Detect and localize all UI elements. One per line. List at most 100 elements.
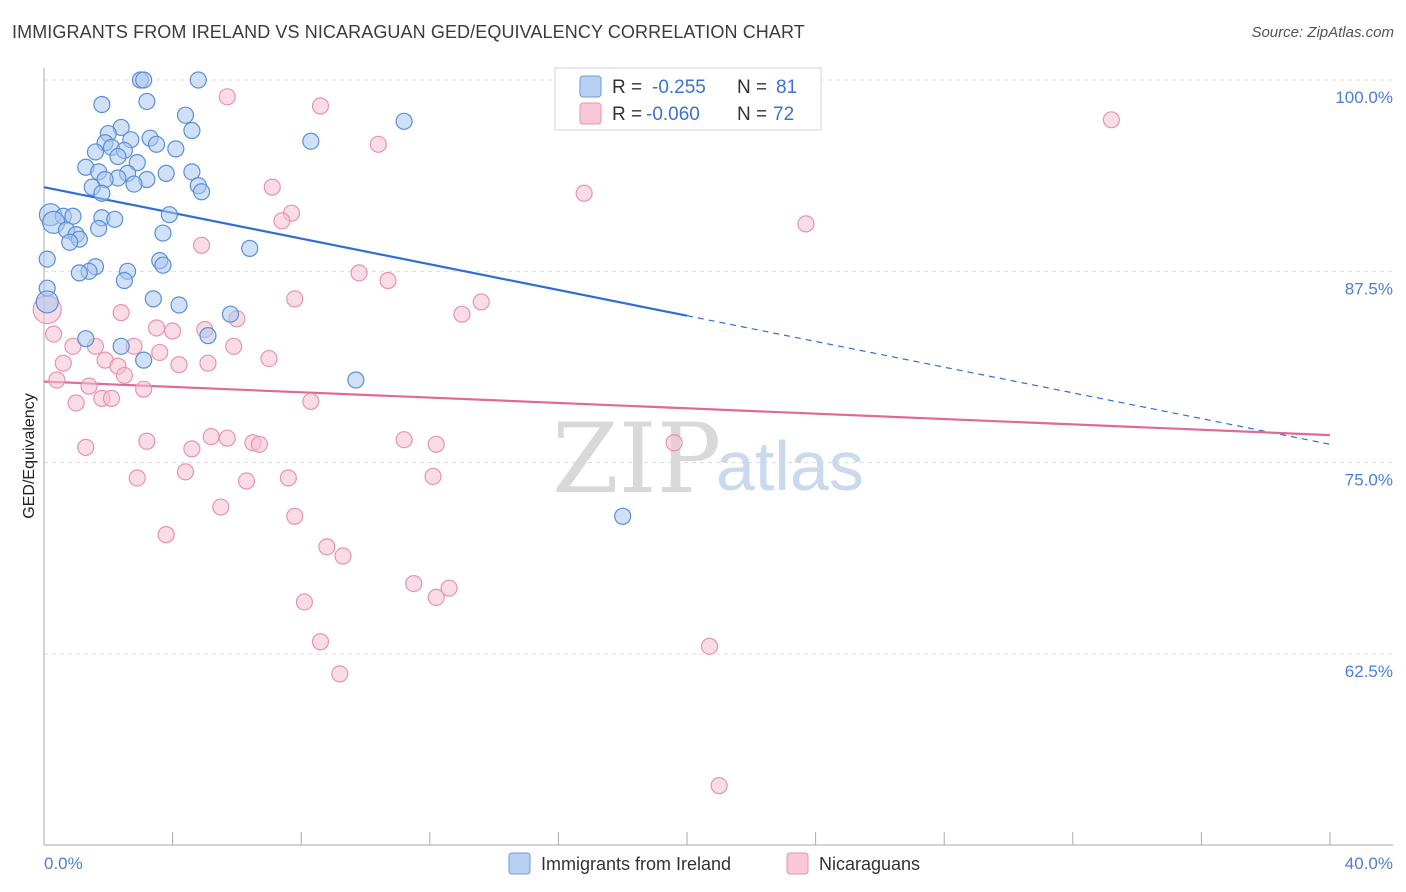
ireland-point-59 [35,290,59,314]
nicaraguans-point-31 [199,354,217,372]
bottom-legend-swatch-ireland [508,852,531,875]
trend-line-ireland-dashed [686,315,1331,445]
ireland-point-14 [147,135,166,153]
nicaraguans-point-55 [279,469,297,487]
nicaraguans-point-22 [64,337,82,355]
y-axis-label: GED/Equivalency [21,393,38,518]
nicaraguans-point-4 [263,178,281,196]
nicaraguans-point-66 [700,637,719,655]
nicaraguans-point-1 [311,97,330,115]
nicaraguans-point-35 [80,377,98,395]
nicaraguans-point-34 [48,371,66,389]
nicaraguans-point-62 [440,579,458,597]
ireland-point-47 [241,239,259,257]
nicaraguans-point-49 [77,438,95,456]
grid-lines [44,79,1393,655]
nicaraguans-point-43 [218,429,236,447]
nicaraguans-point-8 [797,215,815,233]
legend-r-value-nicaraguans: -0.060 [646,104,700,125]
ireland-point-64 [135,351,153,369]
ireland-point-39 [160,206,178,224]
bottom-legend-swatch-nicaraguans [786,852,809,875]
nicaraguans-point-0 [218,88,236,106]
nicaraguans-point-60 [334,547,352,565]
watermark: ZIP atlas [552,403,864,515]
ireland-point-65 [347,371,365,389]
ireland-point-61 [199,327,217,345]
ireland-point-63 [112,337,130,355]
nicaraguans-point-65 [311,633,330,651]
legend-n-value-nicaraguans: 72 [773,104,794,125]
ireland-point-3 [93,95,111,114]
ireland-point-9 [183,121,201,140]
nicaraguans-point-68 [710,777,728,795]
nicaraguans-point-2 [1102,111,1120,129]
nicaraguans-point-42 [138,432,156,450]
ireland-point-38 [106,210,124,228]
nicaraguans-point-19 [164,322,182,340]
nicaraguans-point-36 [135,380,153,398]
nicaraguans-point-7 [273,212,291,230]
nicaraguans-point-67 [331,665,349,683]
nicaraguans-point-26 [151,343,169,362]
nicaraguans-point-57 [286,507,304,525]
ireland-point-46 [154,224,172,242]
ireland-point-29 [125,175,143,193]
trend-lines [43,186,1331,445]
nicaraguans-point-30 [170,356,188,374]
y-tick-label-3: 62.5% [1345,662,1393,681]
ireland-point-45 [61,233,79,251]
legend-n-label-ireland: N = [737,77,767,98]
nicaraguans-point-47 [427,435,445,453]
nicaraguans-point-3 [369,135,387,153]
nicaraguans-point-39 [302,392,320,411]
ireland-point-1 [135,71,153,89]
series-ireland-points [35,71,632,525]
nicaraguans-point-25 [225,337,243,355]
ireland-point-25 [157,164,175,182]
nicaraguans-point-18 [147,319,166,337]
nicaraguans-point-12 [286,290,304,308]
legend: R = -0.255 N = 81 R = -0.060 N = 72 [554,67,822,131]
y-tick-label-1: 87.5% [1345,279,1393,298]
legend-swatch-nicaraguans [579,102,602,125]
x-tick-labels: 0.0% 40.0% [44,854,1393,873]
axes [43,68,1393,846]
nicaraguans-point-13 [472,293,490,311]
chart-title: IMMIGRANTS FROM IRELAND VS NICARAGUAN GE… [12,22,805,42]
nicaraguans-point-5 [575,184,593,202]
nicaraguans-point-38 [102,389,121,407]
bottom-legend-label-nicaraguans: Nicaraguans [819,854,920,874]
ireland-point-6 [395,112,413,130]
ireland-point-41 [90,219,108,238]
legend-r-label-nicaraguans: R = [612,104,642,125]
legend-n-label-nicaraguans: N = [737,104,767,125]
nicaraguans-point-9 [192,236,211,254]
ireland-point-66 [614,507,632,525]
nicaraguans-point-61 [405,574,423,593]
ireland-point-55 [115,271,133,290]
nicaraguans-point-48 [183,440,201,458]
ireland-point-13 [302,132,320,150]
ireland-point-17 [167,140,185,158]
nicaraguans-point-56 [212,498,230,516]
watermark-zip: ZIP [552,403,721,515]
ireland-point-4 [138,92,156,111]
ireland-point-19 [109,147,127,166]
nicaraguans-point-15 [112,304,130,322]
ireland-point-36 [64,207,82,225]
ireland-point-50 [154,256,172,274]
nicaraguans-point-58 [157,526,175,544]
x-tick-max: 40.0% [1345,854,1393,873]
legend-n-value-ireland: 81 [776,77,797,98]
nicaraguans-point-10 [350,264,368,282]
nicaraguans-point-33 [115,366,133,385]
nicaraguans-point-14 [453,305,471,323]
nicaraguans-point-41 [202,428,220,446]
y-tick-label-0: 100.0% [1335,88,1393,107]
legend-swatch-ireland [579,75,602,98]
ireland-point-24 [183,163,201,181]
nicaraguans-point-21 [45,325,63,343]
nicaraguans-point-11 [379,271,397,290]
